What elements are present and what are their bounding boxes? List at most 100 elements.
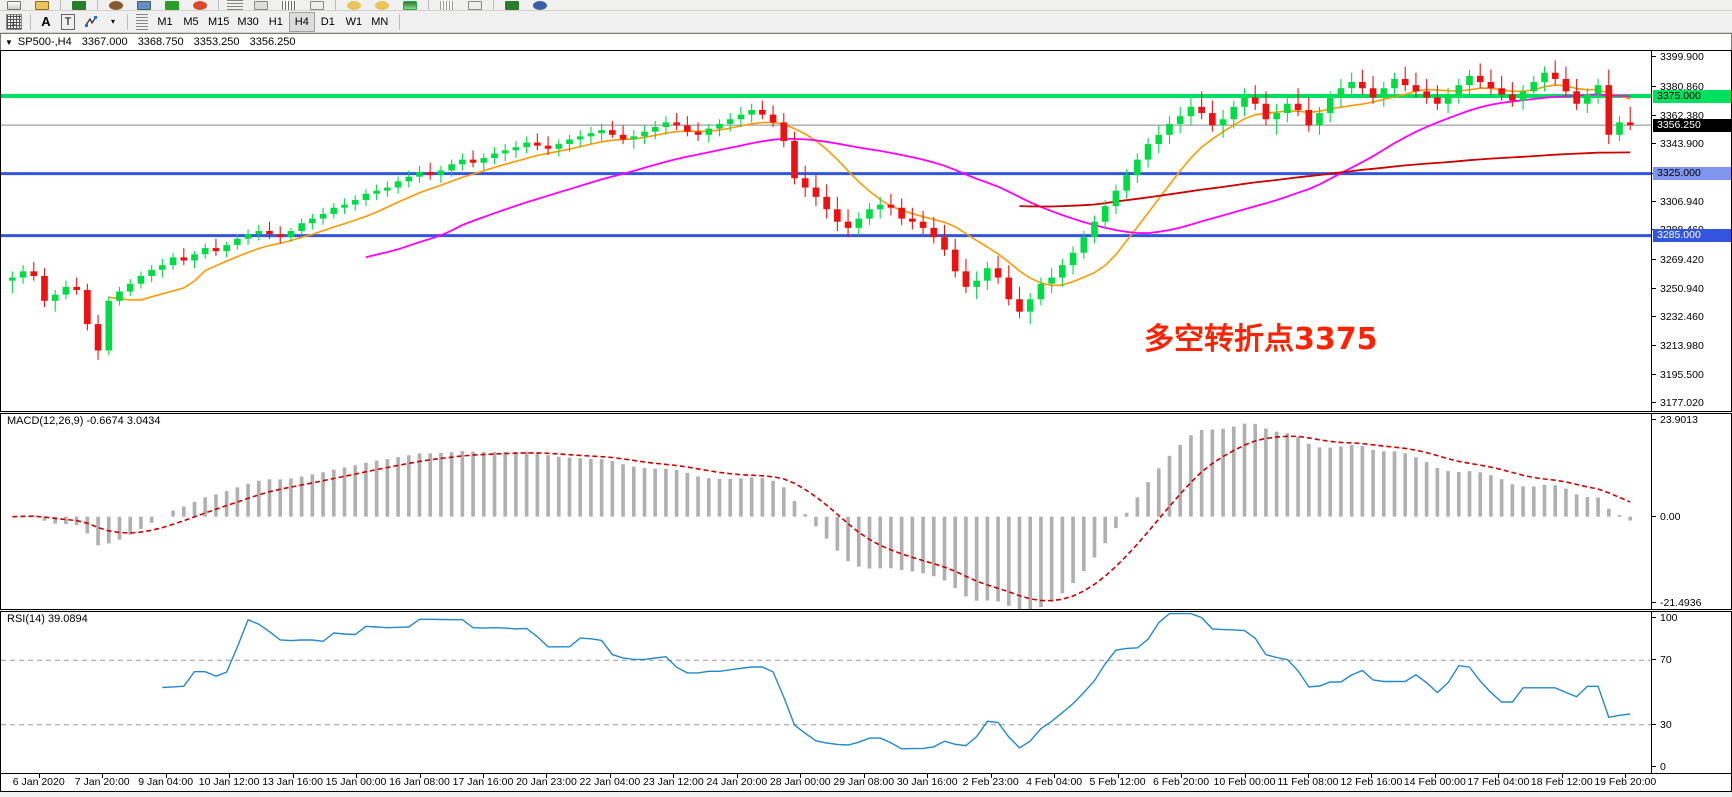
- time-label: 14 Feb 00:00: [1403, 776, 1466, 788]
- candlestick-icon[interactable]: [275, 0, 303, 10]
- toolbar-separator: [428, 0, 429, 10]
- ohlc-values: 3367.000 3368.750 3353.250 3356.250: [82, 36, 303, 48]
- navigator-icon[interactable]: [158, 0, 186, 10]
- price-tick: 3399.900: [1652, 51, 1732, 63]
- timeframe-group[interactable]: M1 M5 M15 M30 H1 H4 D1 W1 MN: [152, 11, 393, 32]
- save-icon[interactable]: [65, 0, 93, 10]
- price-axis[interactable]: 3399.9003380.8603362.3803343.9003325.000…: [1651, 51, 1731, 411]
- level-price-badge[interactable]: 3375.000: [1653, 89, 1731, 103]
- chart-annotation-text: 多空转折点3375: [1144, 322, 1378, 357]
- text-label-tool-button[interactable]: T: [57, 12, 79, 32]
- price-chart-pane[interactable]: 3399.9003380.8603362.3803343.9003325.000…: [0, 50, 1732, 412]
- time-tick: [419, 774, 421, 778]
- line-chart-icon[interactable]: [303, 0, 331, 10]
- time-tick: [1625, 774, 1627, 778]
- time-label: 15 Jan 00:00: [325, 776, 387, 788]
- price-tick: 3213.980: [1652, 340, 1732, 352]
- time-tick: [1054, 774, 1056, 778]
- chart-shift-icon[interactable]: [433, 0, 461, 10]
- macd-pane[interactable]: MACD(12,26,9) -0.6674 3.0434 23.9013 0.00…: [0, 413, 1732, 610]
- zoom-out-icon[interactable]: [368, 0, 396, 10]
- rsi-axis[interactable]: 100 70 30 0: [1651, 612, 1731, 773]
- price-plot-area[interactable]: [1, 51, 1651, 411]
- time-tick: [1181, 774, 1183, 778]
- bar-chart-icon[interactable]: [247, 0, 275, 10]
- time-label: 23 Jan 12:00: [642, 776, 704, 788]
- symbol-quote-bar[interactable]: ▼ SP500-,H4 3367.000 3368.750 3353.250 3…: [0, 33, 1732, 50]
- time-tick: [1371, 774, 1373, 778]
- zoom-in-icon[interactable]: [340, 0, 368, 10]
- time-tick: [609, 774, 611, 778]
- periods-icon[interactable]: [223, 0, 247, 10]
- timeframe-w1[interactable]: W1: [345, 15, 363, 28]
- new-chart-icon[interactable]: [0, 0, 28, 10]
- autoscroll-icon[interactable]: [396, 0, 424, 10]
- time-label: 5 Feb 12:00: [1089, 776, 1146, 788]
- text-label-icon: T: [61, 13, 75, 30]
- time-tick: [482, 774, 484, 778]
- price-tick: 3362.380: [1652, 110, 1732, 122]
- time-tick: [102, 774, 104, 778]
- objects-button[interactable]: [79, 12, 103, 32]
- timeframe-m30[interactable]: M30: [237, 15, 259, 28]
- time-tick: [356, 774, 358, 778]
- time-label: 16 Jan 08:00: [389, 776, 450, 788]
- time-label: 4 Feb 04:00: [1026, 776, 1083, 788]
- time-tick: [1434, 774, 1436, 778]
- text-tool-button[interactable]: A: [41, 13, 51, 29]
- macd-axis[interactable]: 23.9013 0.00 -21.4936: [1651, 414, 1731, 609]
- status-bar: [0, 792, 1732, 797]
- periods-list-icon[interactable]: [132, 12, 152, 32]
- rsi-tick: 30: [1652, 719, 1732, 731]
- time-tick: [292, 774, 294, 778]
- timeframe-h1[interactable]: H1: [268, 15, 283, 28]
- templates-icon[interactable]: [498, 0, 526, 10]
- time-label: 19 Feb 20:00: [1594, 776, 1657, 788]
- time-tick: [1307, 774, 1309, 778]
- grid-icon[interactable]: F: [2, 12, 26, 32]
- time-label: 9 Jan 04:00: [138, 776, 194, 788]
- expert-icon[interactable]: [102, 0, 130, 10]
- time-label: 13 Jan 16:00: [262, 776, 323, 788]
- collapse-icon[interactable]: ▼: [5, 37, 13, 47]
- time-label: 2 Feb 23:00: [962, 776, 1019, 788]
- time-tick: [736, 774, 738, 778]
- time-tick: [38, 774, 40, 778]
- timeframe-m15[interactable]: M15: [208, 15, 230, 28]
- rsi-pane[interactable]: RSI(14) 39.0894 100 70 30 0: [0, 611, 1732, 774]
- data-window-icon[interactable]: [526, 0, 554, 10]
- toolbar-separator: [60, 0, 61, 10]
- open-value: 3367.000: [81, 36, 128, 48]
- time-axis[interactable]: 6 Jan 2020 7 Jan 20:00 9 Jan 04:00 10 Jan 1…: [0, 774, 1732, 792]
- time-label: 22 Jan 04:00: [579, 776, 641, 788]
- chart-toolbar[interactable]: F A T ▾ M1 M5 M15 M30 H1 H4 D1 W1 MN: [0, 11, 1732, 33]
- rsi-plot-area[interactable]: [1, 612, 1651, 773]
- timeframe-h4[interactable]: H4: [288, 11, 315, 32]
- terminal-icon[interactable]: [130, 0, 158, 10]
- top-toolbar[interactable]: [0, 0, 1732, 11]
- timeframe-m1[interactable]: M1: [157, 15, 173, 28]
- indicators-icon[interactable]: [461, 0, 489, 10]
- time-label: 6 Feb 20:00: [1153, 776, 1210, 788]
- level-price-badge[interactable]: 3325.000: [1653, 167, 1731, 181]
- level-price-badge[interactable]: 3285.000: [1653, 229, 1731, 243]
- macd-tick: 23.9013: [1652, 414, 1732, 426]
- time-tick: [546, 774, 548, 778]
- timeframe-mn[interactable]: MN: [371, 15, 389, 28]
- last-price-badge[interactable]: 3356.250: [1653, 118, 1731, 132]
- macd-plot-area[interactable]: [1, 414, 1651, 609]
- rsi-tick: 100: [1652, 612, 1732, 624]
- timeframe-m5[interactable]: M5: [183, 15, 199, 28]
- time-label: 17 Jan 16:00: [452, 776, 514, 788]
- market-watch-icon[interactable]: [186, 0, 214, 10]
- rsi-tick: 0: [1652, 761, 1732, 773]
- timeframe-d1[interactable]: D1: [320, 15, 335, 28]
- time-label: 10 Jan 12:00: [198, 776, 260, 788]
- objects-dropdown-button[interactable]: ▾: [110, 17, 115, 26]
- time-label: 18 Feb 12:00: [1530, 776, 1593, 788]
- open-chart-icon[interactable]: [28, 0, 56, 10]
- price-tick: 3195.500: [1652, 369, 1732, 381]
- macd-label: MACD(12,26,9) -0.6674 3.0434: [5, 415, 163, 427]
- time-label: 30 Jan 16:00: [896, 776, 958, 788]
